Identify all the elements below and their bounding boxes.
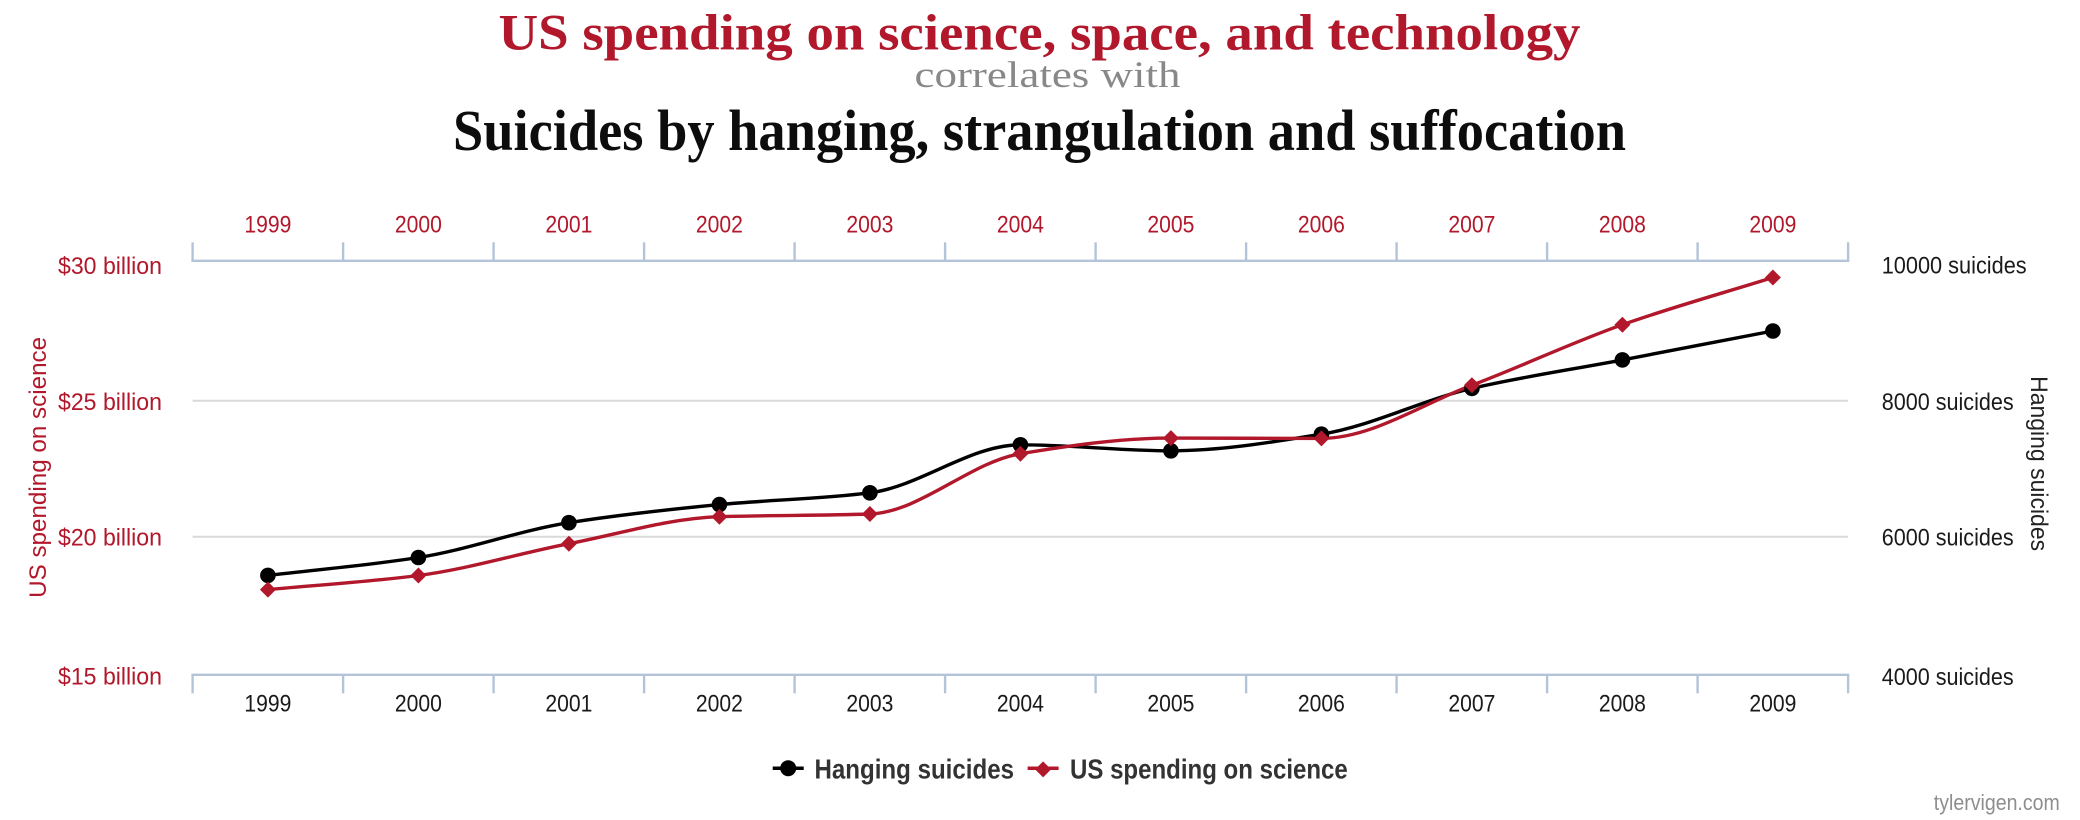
svg-text:2000: 2000	[395, 691, 442, 718]
svg-text:2007: 2007	[1448, 691, 1495, 718]
svg-text:2005: 2005	[1147, 691, 1194, 718]
svg-text:2004: 2004	[997, 212, 1044, 239]
svg-text:Hanging suicides: Hanging suicides	[2025, 376, 2052, 551]
svg-text:10000 suicides: 10000 suicides	[1882, 253, 2027, 280]
svg-text:2006: 2006	[1298, 212, 1345, 239]
svg-text:correlates with: correlates with	[915, 55, 1182, 96]
svg-text:2007: 2007	[1448, 212, 1495, 239]
svg-text:tylervigen.com: tylervigen.com	[1934, 790, 2060, 815]
svg-text:$30 billion: $30 billion	[58, 253, 162, 280]
svg-text:US spending on science: US spending on science	[1070, 754, 1348, 785]
svg-text:$20 billion: $20 billion	[58, 525, 162, 552]
svg-text:2000: 2000	[395, 212, 442, 239]
svg-text:2001: 2001	[545, 212, 592, 239]
svg-text:2003: 2003	[846, 212, 893, 239]
svg-text:$25 billion: $25 billion	[58, 389, 162, 416]
svg-text:US spending on science, space,: US spending on science, space, and techn…	[499, 6, 1581, 62]
svg-text:Suicides by hanging, strangula: Suicides by hanging, strangulation and s…	[453, 98, 1626, 163]
svg-text:2004: 2004	[997, 691, 1044, 718]
svg-text:Hanging suicides: Hanging suicides	[815, 754, 1015, 785]
svg-text:6000 suicides: 6000 suicides	[1882, 525, 2014, 552]
svg-text:2008: 2008	[1599, 212, 1646, 239]
svg-text:1999: 1999	[244, 212, 291, 239]
svg-text:2006: 2006	[1298, 691, 1345, 718]
svg-text:2002: 2002	[696, 212, 743, 239]
svg-text:8000 suicides: 8000 suicides	[1882, 389, 2014, 416]
svg-text:1999: 1999	[244, 691, 291, 718]
svg-text:2002: 2002	[696, 691, 743, 718]
svg-text:2001: 2001	[545, 691, 592, 718]
svg-text:4000 suicides: 4000 suicides	[1882, 664, 2014, 691]
svg-text:2005: 2005	[1147, 212, 1194, 239]
svg-text:2008: 2008	[1599, 691, 1646, 718]
svg-text:2009: 2009	[1749, 212, 1796, 239]
svg-text:2003: 2003	[846, 691, 893, 718]
svg-text:2009: 2009	[1749, 691, 1796, 718]
svg-text:$15 billion: $15 billion	[58, 664, 162, 691]
svg-text:US spending on science: US spending on science	[25, 337, 52, 598]
